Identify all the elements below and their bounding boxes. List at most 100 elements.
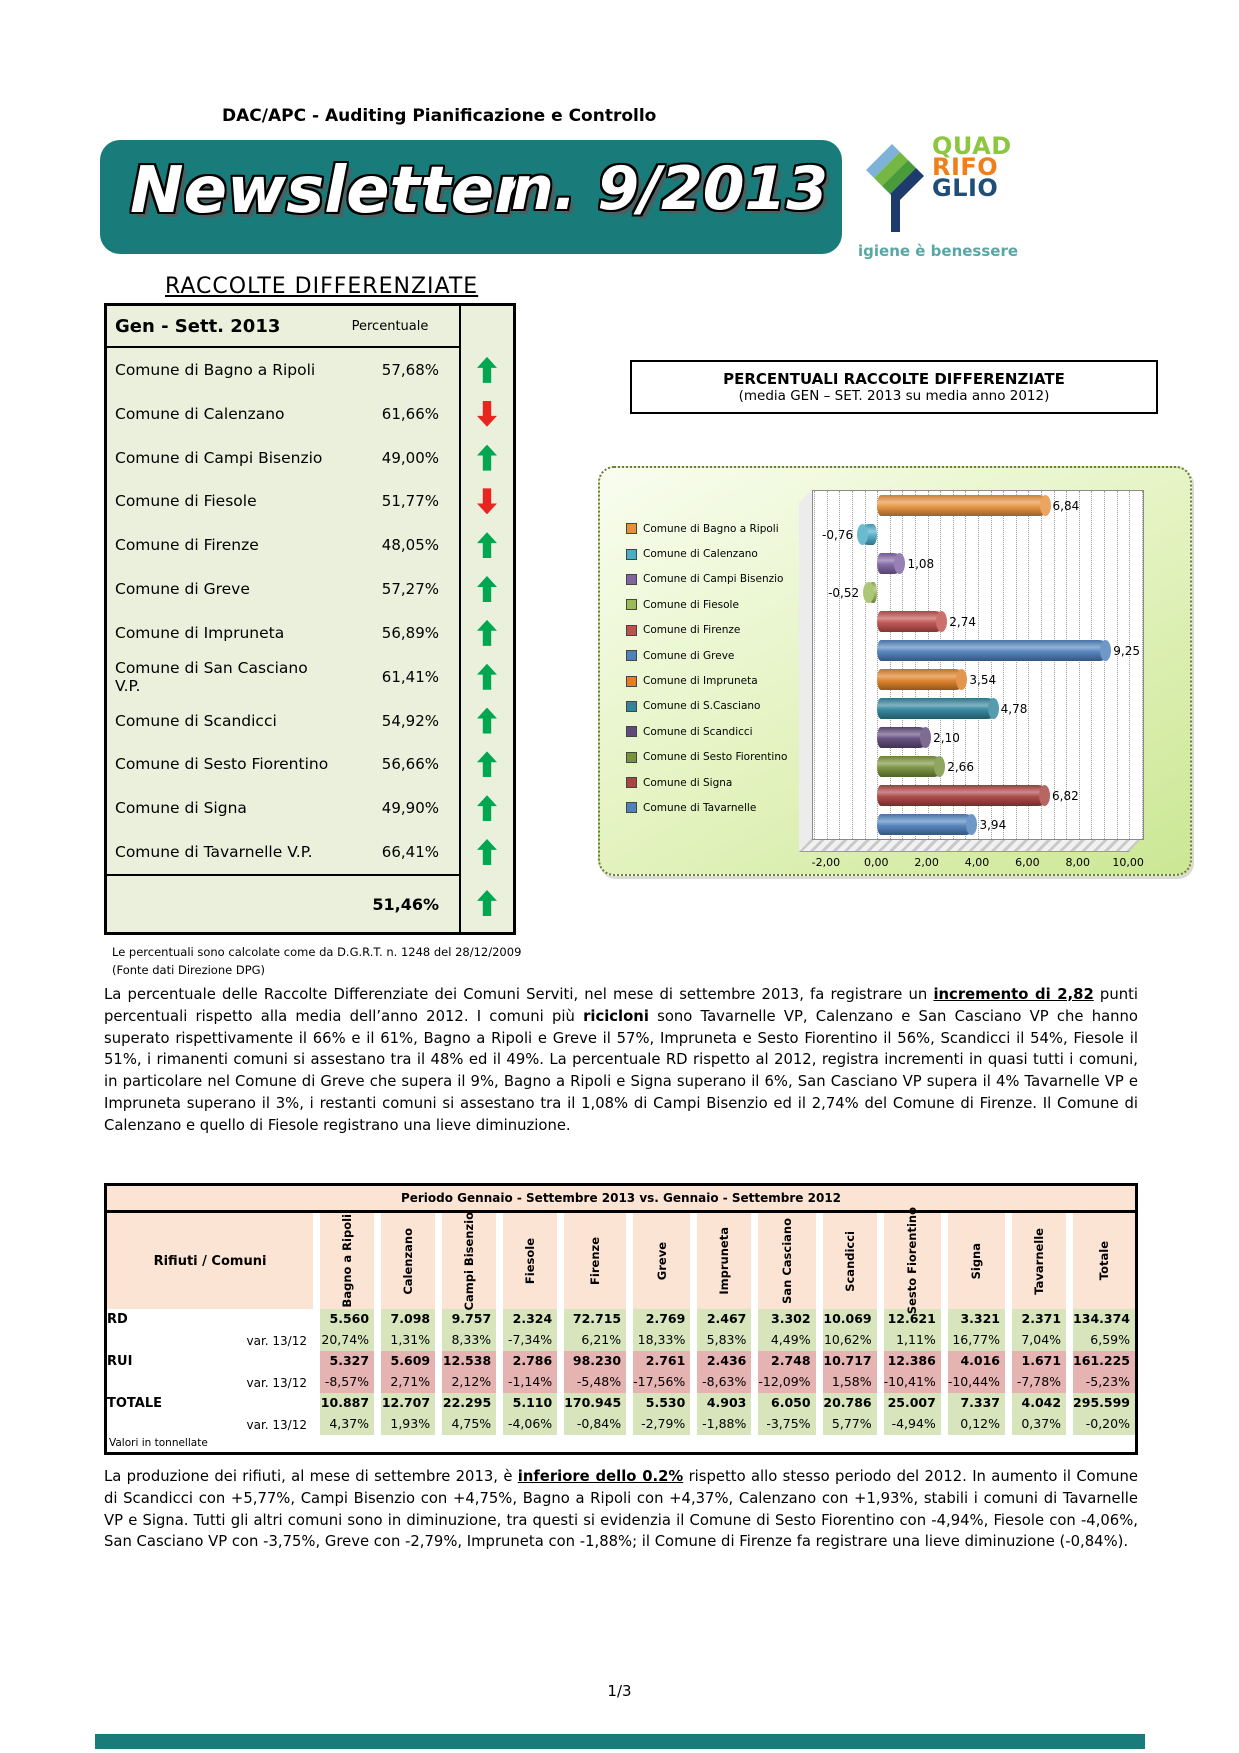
rd-table-row: Comune di Greve 57,27% — [107, 567, 513, 611]
text-segment: ricicloni — [583, 1007, 649, 1025]
waste-table-column-header: Campi Bisenzio — [442, 1212, 497, 1310]
rd-total-row: 51,46% — [107, 874, 513, 932]
rd-table-row: Comune di Fiesole 51,77% — [107, 479, 513, 524]
waste-table-column-header: Fiesole — [503, 1213, 558, 1309]
gridline — [1129, 491, 1131, 839]
x-axis-tick-label: 10,00 — [1112, 856, 1144, 869]
waste-table-cell: 2.371 — [1012, 1309, 1067, 1330]
bar-end-cap — [857, 524, 869, 545]
waste-table-column-header: Signa — [947, 1213, 1005, 1309]
legend-label: Comune di Fiesole — [643, 598, 739, 611]
rd-value-header: Percentuale — [351, 318, 429, 334]
waste-table-title: Periodo Gennaio - Settembre 2013 vs. Gen… — [107, 1186, 1135, 1213]
waste-table-cell: -8,57% — [320, 1372, 375, 1393]
text-segment: La percentuale delle Raccolte Differenzi… — [104, 986, 934, 1003]
waste-table-cell: 1,58% — [822, 1372, 877, 1393]
footnote-line-1: Le percentuali sono calcolate come da D.… — [112, 945, 522, 959]
waste-table-column-header: Tavarnelle — [1012, 1213, 1067, 1309]
bar-end-cap — [966, 814, 978, 835]
waste-table-cell: 4.042 — [1012, 1393, 1067, 1414]
legend-item: Comune di Campi Bisenzio — [626, 567, 787, 592]
waste-table-cell: 134.374 — [1073, 1309, 1135, 1330]
text-segment: La produzione dei rifiuti, al mese di se… — [104, 1468, 518, 1485]
commune-label: Comune di Signa — [115, 799, 247, 818]
bar-end-cap — [863, 582, 875, 603]
x-axis-tick-label: 8,00 — [1065, 856, 1091, 869]
waste-table-footnote: Valori in tonnellate — [107, 1435, 1135, 1452]
commune-label: Comune di Impruneta — [115, 623, 285, 642]
waste-table-cell: 10.069 — [822, 1309, 877, 1330]
waste-table-cell: 12.538 — [442, 1351, 497, 1372]
gridline — [990, 491, 992, 839]
waste-table-cell: 161.225 — [1073, 1351, 1135, 1372]
legend-swatch-icon — [626, 675, 637, 687]
legend-swatch-icon — [626, 599, 637, 611]
waste-table-cell: -4,06% — [503, 1414, 558, 1435]
legend-swatch-icon — [626, 726, 637, 738]
chart-bar — [877, 785, 1051, 806]
logo-word-line: QUAD — [932, 132, 1012, 160]
bar-value-label: -0,76 — [822, 527, 854, 542]
commune-label: Comune di Scandicci — [115, 711, 277, 730]
waste-table-cell: -8,63% — [697, 1372, 752, 1393]
gridline — [1066, 491, 1068, 839]
waste-table-cell: 22.295 — [442, 1393, 497, 1414]
gridline — [927, 491, 929, 839]
waste-table-row-label: var. 13/12 — [107, 1330, 313, 1351]
bar-value-label: 1,08 — [907, 556, 935, 571]
text-segment: rispetto allo stesso periodo del 2012. I… — [104, 1468, 1138, 1551]
waste-table-row-label: var. 13/12 — [107, 1372, 313, 1393]
waste-table-column-header: Greve — [633, 1213, 691, 1309]
chart-bar — [877, 669, 968, 690]
bar-value-label: -0,52 — [828, 585, 860, 600]
commune-percentage: 54,92% — [381, 711, 439, 730]
commune-label: Comune di Bagno a Ripoli — [115, 360, 316, 379]
gridline — [1116, 491, 1118, 839]
gridline — [915, 491, 917, 839]
rd-period-label: Gen - Sett. 2013 — [115, 315, 281, 337]
waste-table-cell: -2,79% — [633, 1414, 691, 1435]
logo-tagline: igiene è benessere — [858, 242, 1019, 260]
waste-table-cell: 5,83% — [697, 1330, 752, 1351]
rd-total-value: 51,46% — [372, 894, 439, 914]
waste-table-column-header: San Casciano — [758, 1213, 816, 1309]
waste-table-cell: 2.748 — [758, 1351, 816, 1372]
waste-table-cell: -3,75% — [758, 1414, 816, 1435]
legend-item: Comune di Fiesole — [626, 592, 787, 617]
waste-table-cell: 4,75% — [442, 1414, 497, 1435]
legend-label: Comune di Greve — [643, 649, 735, 662]
waste-table-cell: 10,62% — [822, 1330, 877, 1351]
commune-label: Comune di Campi Bisenzio — [115, 448, 323, 467]
up-arrow-icon — [477, 356, 497, 383]
waste-table-cell: 2.769 — [633, 1309, 691, 1330]
rd-percentage-table: Gen - Sett. 2013 Percentuale Comune di B… — [104, 303, 516, 935]
waste-table-cell: -1,88% — [697, 1414, 752, 1435]
waste-table-cell: 6,59% — [1073, 1330, 1135, 1351]
up-arrow-icon — [477, 532, 497, 559]
commune-percentage: 56,89% — [381, 623, 439, 642]
waste-table-cell: -4,94% — [883, 1414, 941, 1435]
gridline — [1028, 491, 1030, 839]
commune-percentage: 49,90% — [381, 799, 439, 818]
up-arrow-icon — [477, 576, 497, 603]
waste-table-cell: 5.530 — [633, 1393, 691, 1414]
waste-table-cell: 3.321 — [947, 1309, 1005, 1330]
bar-end-cap — [936, 611, 948, 632]
legend-label: Comune di Sesto Fiorentino — [643, 751, 788, 764]
bar-value-label: 2,74 — [949, 614, 976, 629]
legend-item: Comune di Calenzano — [626, 541, 787, 566]
chart-bar — [863, 582, 878, 603]
bar-value-label: 4,78 — [1000, 701, 1028, 716]
bar-end-cap — [956, 669, 968, 690]
waste-table-cell: 2,12% — [442, 1372, 497, 1393]
waste-table-cell: 12.707 — [381, 1393, 436, 1414]
waste-table-column-header: Sesto Fiorentino — [883, 1207, 941, 1315]
legend-item: Comune di S.Casciano — [626, 694, 787, 719]
waste-table-cell: -12,09% — [758, 1372, 816, 1393]
rd-table-header: Gen - Sett. 2013 Percentuale — [107, 306, 513, 348]
waste-table-cell: -1,14% — [503, 1372, 558, 1393]
commune-label: Comune di Fiesole — [115, 492, 257, 511]
waste-table-cell: 98.230 — [564, 1351, 627, 1372]
rd-total-arrow-cell — [461, 874, 513, 932]
bar-value-label: 6,82 — [1052, 788, 1079, 803]
